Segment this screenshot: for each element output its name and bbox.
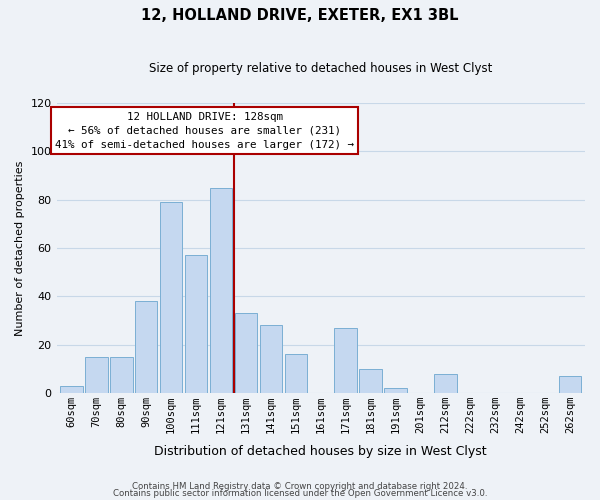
Text: 12 HOLLAND DRIVE: 128sqm
← 56% of detached houses are smaller (231)
41% of semi-: 12 HOLLAND DRIVE: 128sqm ← 56% of detach… [55,112,354,150]
X-axis label: Distribution of detached houses by size in West Clyst: Distribution of detached houses by size … [154,444,487,458]
Y-axis label: Number of detached properties: Number of detached properties [15,160,25,336]
Bar [284,354,307,393]
Bar [210,188,232,393]
Title: Size of property relative to detached houses in West Clyst: Size of property relative to detached ho… [149,62,493,76]
Bar [334,328,357,393]
Bar [359,369,382,393]
Bar [135,302,157,393]
Bar [260,326,282,393]
Bar [559,376,581,393]
Text: 12, HOLLAND DRIVE, EXETER, EX1 3BL: 12, HOLLAND DRIVE, EXETER, EX1 3BL [141,8,459,22]
Bar [235,314,257,393]
Bar [60,386,83,393]
Text: Contains public sector information licensed under the Open Government Licence v3: Contains public sector information licen… [113,488,487,498]
Bar [185,256,208,393]
Bar [434,374,457,393]
Bar [110,357,133,393]
Bar [385,388,407,393]
Text: Contains HM Land Registry data © Crown copyright and database right 2024.: Contains HM Land Registry data © Crown c… [132,482,468,491]
Bar [85,357,107,393]
Bar [160,202,182,393]
